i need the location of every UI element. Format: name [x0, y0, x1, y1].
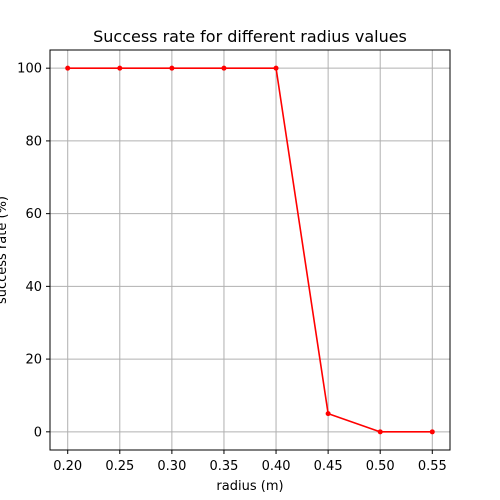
data-point [429, 429, 435, 435]
data-point [169, 65, 175, 71]
y-tick-label: 100 [17, 62, 42, 77]
x-tick-label: 0.20 [53, 459, 82, 474]
plot-frame [49, 49, 451, 451]
series-line [67, 67, 433, 433]
x-tick-label: 0.35 [209, 459, 238, 474]
y-tick-label: 60 [25, 207, 42, 222]
y-tick-label: 40 [25, 280, 42, 295]
x-tick-label: 0.45 [314, 459, 343, 474]
y-tick-label: 0 [34, 425, 42, 440]
x-tick-label: 0.50 [366, 459, 395, 474]
y-tick-label: 20 [25, 353, 42, 368]
data-series [65, 65, 435, 435]
x-tick-label: 0.40 [262, 459, 291, 474]
x-axis-label: radius (m) [216, 479, 283, 494]
x-tick-label: 0.25 [105, 459, 134, 474]
data-point [325, 411, 331, 417]
y-axis-label: success rate (%) [0, 196, 10, 304]
x-tick-label: 0.55 [418, 459, 447, 474]
data-point [117, 65, 123, 71]
data-point [377, 429, 383, 435]
y-tick-label: 80 [25, 134, 42, 149]
x-tick-label: 0.30 [157, 459, 186, 474]
axis-ticks: 0.20 0.25 0.30 0.35 0.40 0.45 0.50 0.55 0 20 40 60 8… [17, 62, 447, 474]
data-point [65, 65, 71, 71]
chart-title: Success rate for different radius values [93, 27, 407, 46]
data-point [221, 65, 227, 71]
data-point [273, 65, 279, 71]
